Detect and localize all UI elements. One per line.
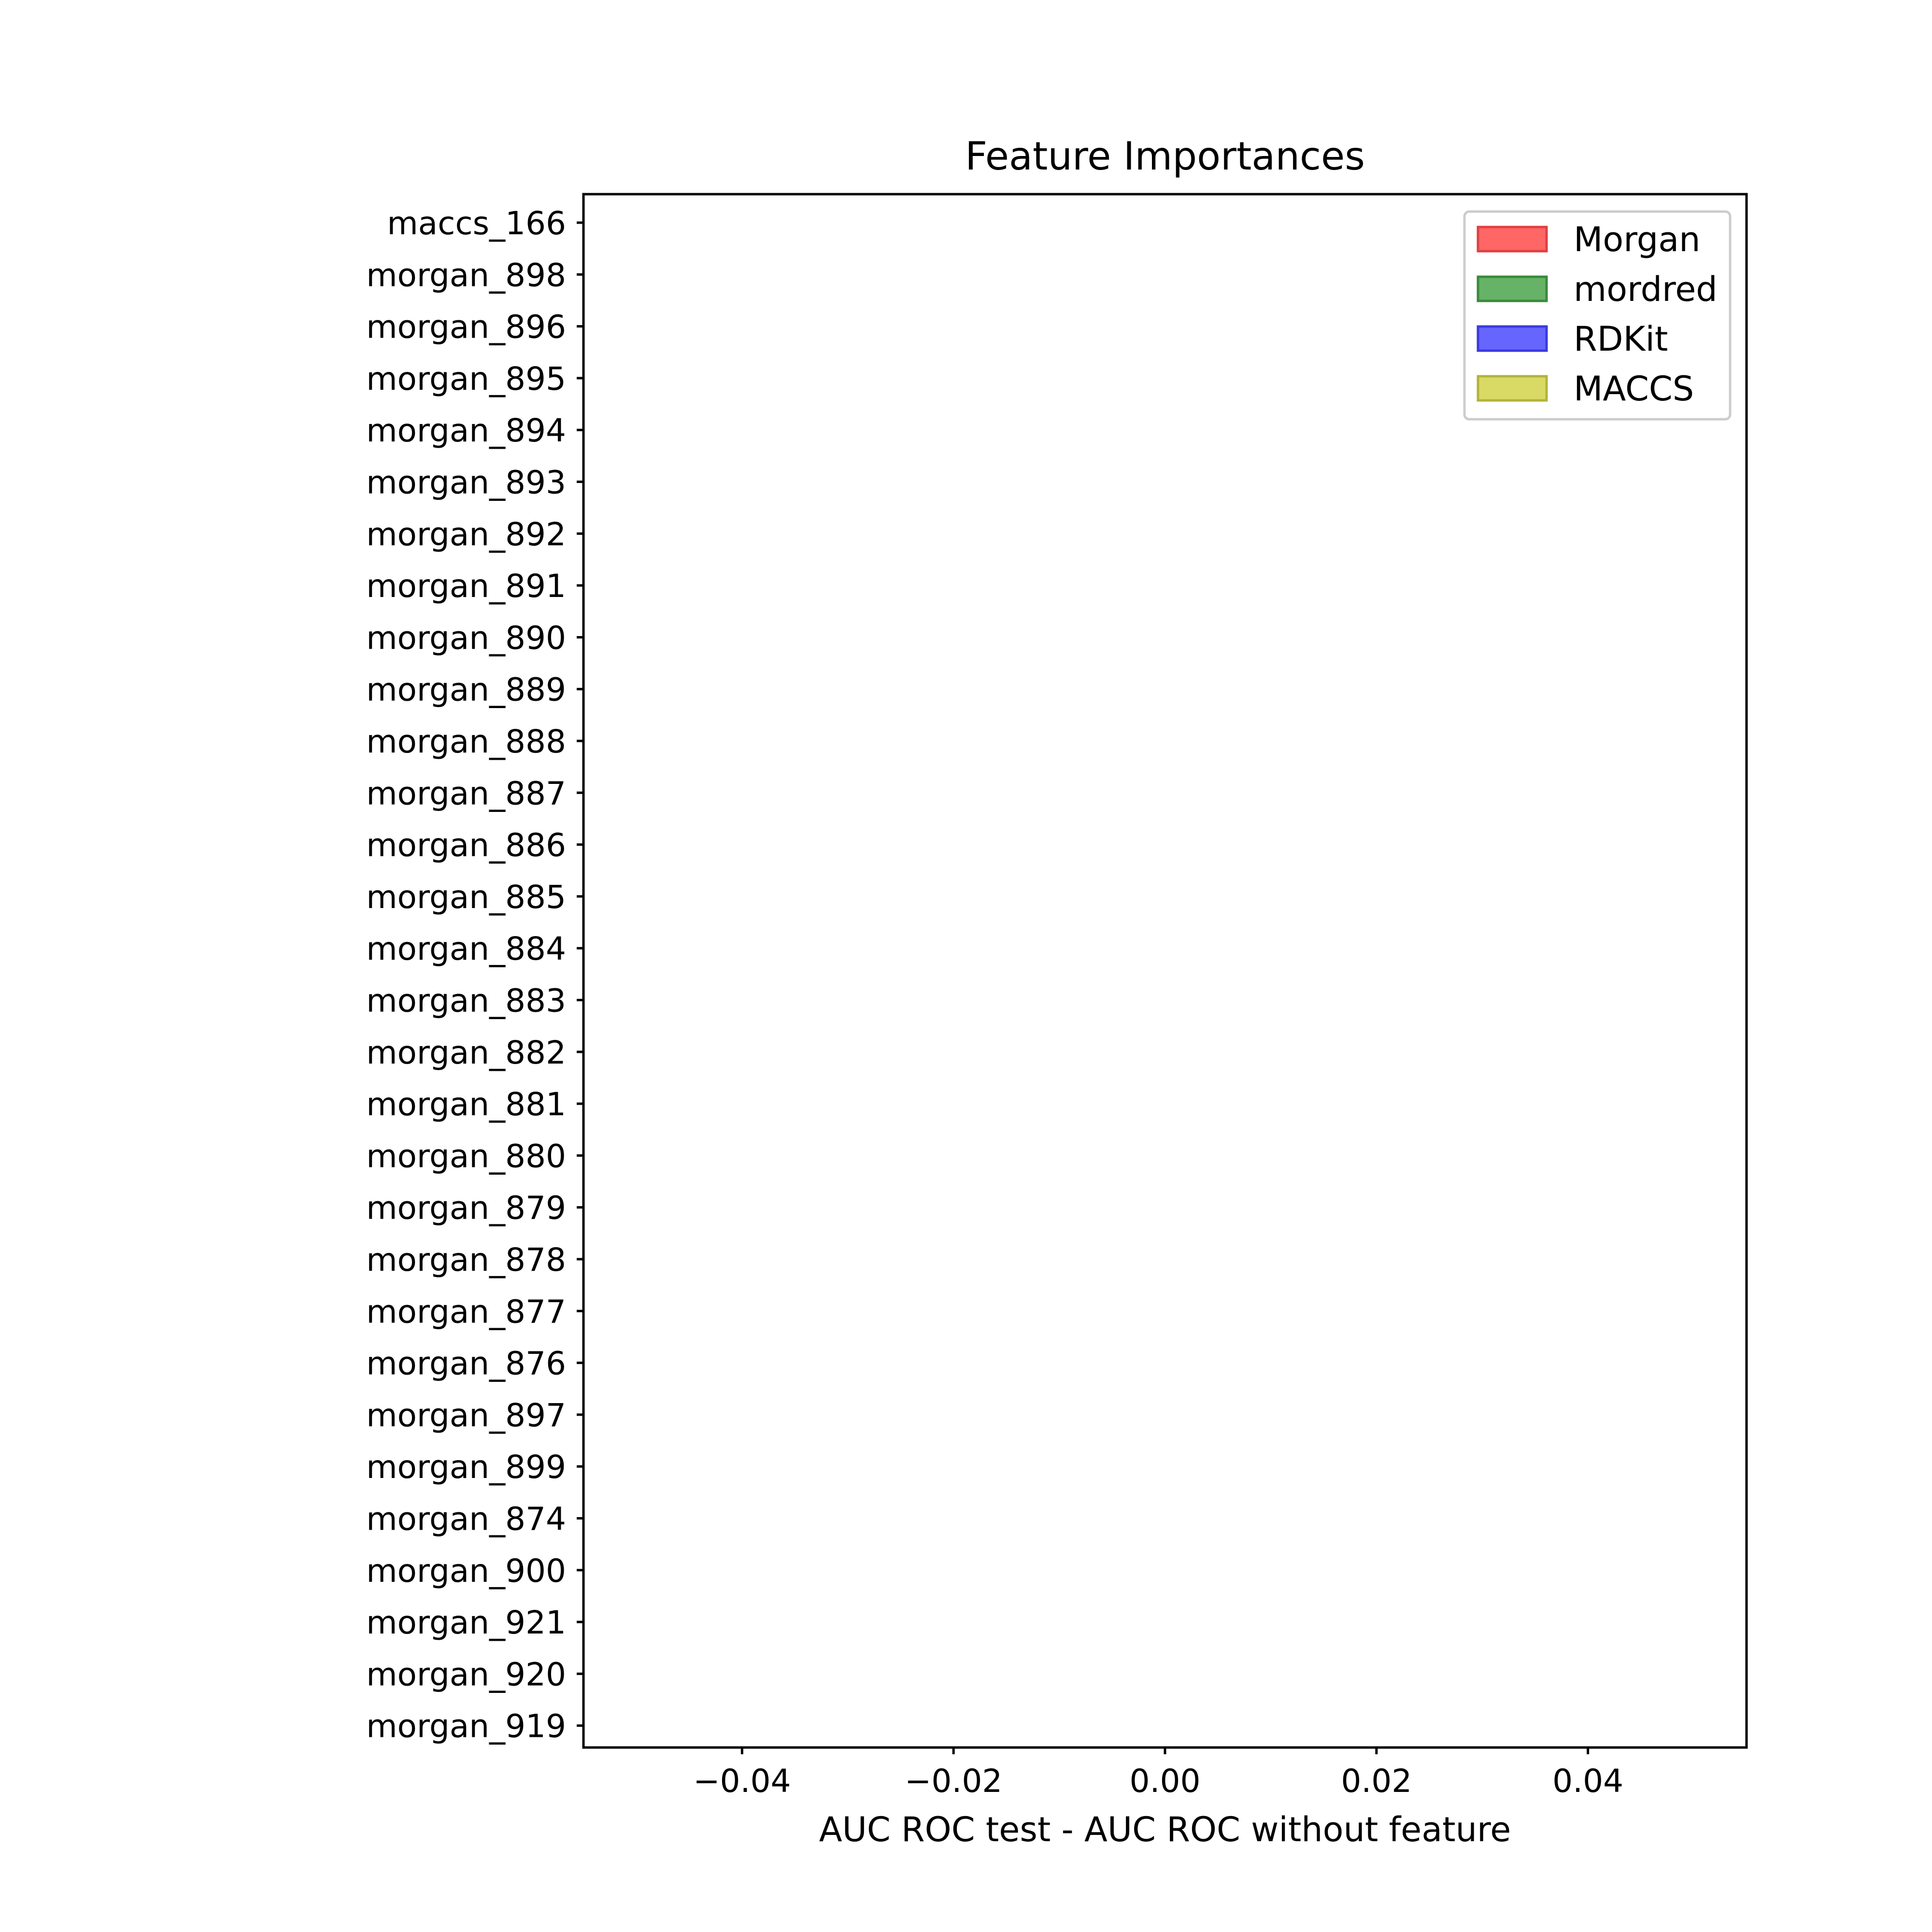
x-tick-label: −0.04 (693, 1762, 791, 1800)
x-tick-label: 0.00 (1130, 1762, 1201, 1800)
legend-frame (1463, 210, 1732, 421)
y-tick-label: morgan_877 (366, 1293, 566, 1330)
plot-frame (582, 193, 1748, 1749)
y-tick-label: morgan_881 (366, 1086, 566, 1123)
legend-swatch-maccs (1477, 375, 1548, 402)
y-tick-label: morgan_893 (366, 464, 566, 501)
y-tick-label: morgan_888 (366, 723, 566, 760)
y-tick-label: morgan_884 (366, 930, 566, 967)
y-tick-label: morgan_900 (366, 1552, 566, 1590)
y-tick-label: morgan_896 (366, 309, 566, 346)
y-tick-label: morgan_886 (366, 827, 566, 864)
y-tick-label: morgan_921 (366, 1604, 566, 1641)
y-tick-label: morgan_898 (366, 256, 566, 294)
legend-label-maccs: MACCS (1574, 369, 1694, 409)
legend-label-mordred: mordred (1574, 270, 1718, 309)
x-tick-label: −0.02 (905, 1762, 1002, 1800)
y-axis: maccs_166 morgan_898 morgan_896 morgan_895m… (366, 205, 583, 1745)
y-tick-label: morgan_889 (366, 671, 566, 709)
legend-swatch-mordred (1477, 275, 1548, 302)
y-tick-label: morgan_892 (366, 516, 566, 553)
y-tick-label: morgan_890 (366, 619, 566, 656)
y-tick-label: morgan_920 (366, 1656, 566, 1693)
y-tick-label: maccs_166 (387, 205, 566, 242)
x-axis: −0.04 −0.02 0.00 0.02 0.04 (693, 1747, 1623, 1800)
y-tick-label: morgan_874 (366, 1501, 566, 1538)
y-tick-label: morgan_882 (366, 1034, 566, 1071)
chart-title: Feature Importances (965, 134, 1365, 179)
legend-swatch-rdkit (1477, 325, 1548, 352)
y-tick-label: morgan_879 (366, 1190, 566, 1227)
legend-swatch-morgan (1477, 226, 1548, 253)
y-tick-label: morgan_876 (366, 1345, 566, 1382)
y-tick-label: morgan_878 (366, 1241, 566, 1279)
x-axis-label: AUC ROC test - AUC ROC without feature (819, 1810, 1511, 1849)
y-tick-label: morgan_885 (366, 879, 566, 916)
legend: Morgan mordred RDKit MACCS (1463, 210, 1732, 421)
y-tick-label: morgan_919 (366, 1708, 566, 1745)
y-tick-label: morgan_899 (366, 1449, 566, 1486)
legend-label-rdkit: RDKit (1574, 319, 1668, 359)
y-tick-label: morgan_883 (366, 982, 566, 1020)
y-tick-label: morgan_894 (366, 412, 566, 449)
y-tick-label: morgan_891 (366, 568, 566, 605)
x-tick-label: 0.04 (1552, 1762, 1623, 1800)
legend-label-morgan: Morgan (1574, 220, 1700, 259)
y-tick-label: morgan_897 (366, 1397, 566, 1434)
y-tick-label: morgan_895 (366, 360, 566, 398)
y-tick-label: morgan_880 (366, 1137, 566, 1175)
x-tick-label: 0.02 (1341, 1762, 1412, 1800)
y-tick-label: morgan_887 (366, 775, 566, 812)
